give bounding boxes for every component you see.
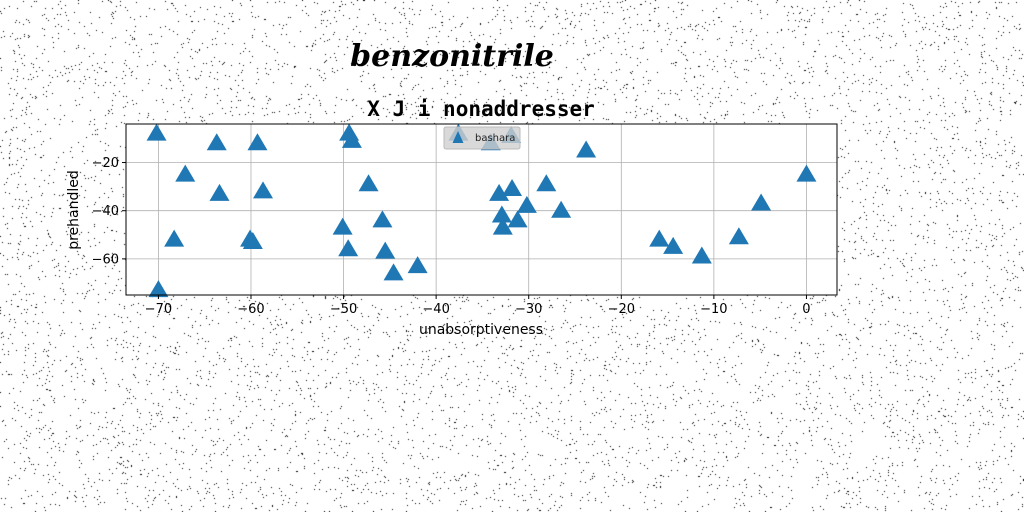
data-point-triangle bbox=[148, 280, 169, 298]
data-point-triangle bbox=[164, 229, 185, 247]
data-point-triangle bbox=[691, 246, 712, 264]
data-point-triangle bbox=[551, 200, 572, 218]
y-tick-label: −40 bbox=[92, 204, 119, 219]
data-point-triangle bbox=[358, 174, 379, 192]
legend-box bbox=[443, 126, 521, 150]
data-point-triangle bbox=[242, 232, 263, 250]
data-point-triangle bbox=[407, 256, 428, 274]
chart-title: X J i nonaddresser bbox=[367, 97, 595, 121]
legend-label: bashara bbox=[475, 133, 515, 144]
x-tick-label: 0 bbox=[802, 302, 810, 317]
plot-area-frame bbox=[125, 123, 838, 296]
data-point-triangle bbox=[751, 193, 772, 211]
figure-suptitle: benzonitrile bbox=[350, 39, 554, 74]
x-tick-label: −20 bbox=[608, 302, 635, 317]
x-tick-label: −70 bbox=[145, 302, 172, 317]
x-tick-label: −50 bbox=[330, 302, 357, 317]
x-tick-label: −30 bbox=[515, 302, 542, 317]
x-axis-label: unabsorptiveness bbox=[419, 322, 543, 338]
axis-ticks: −70 −60 −50 −40 −30 −20 −10 0 −20 −40 −60 bbox=[92, 156, 811, 317]
legend-marker-triangle-icon bbox=[452, 131, 464, 143]
data-point-triangle bbox=[576, 140, 597, 158]
data-point-triangle bbox=[491, 205, 512, 223]
data-point-triangle bbox=[375, 241, 396, 259]
data-point-triangle bbox=[253, 181, 274, 199]
data-point-triangle bbox=[796, 164, 817, 182]
plot-area-background bbox=[126, 124, 837, 295]
data-point-triangle bbox=[209, 183, 230, 201]
data-point-triangle bbox=[146, 123, 167, 141]
data-point-triangle bbox=[338, 239, 359, 257]
data-point-triangle bbox=[507, 210, 528, 228]
data-point-triangle bbox=[728, 227, 749, 245]
data-point-triangle bbox=[383, 263, 404, 281]
data-point-triangle bbox=[489, 183, 510, 201]
data-point-triangle bbox=[206, 133, 227, 151]
y-axis-label: prehandled bbox=[66, 170, 82, 250]
data-point-triangle bbox=[341, 130, 362, 148]
y-tick-label: −60 bbox=[92, 252, 119, 267]
data-point-triangle bbox=[372, 210, 393, 228]
data-point-triangle bbox=[649, 229, 670, 247]
y-tick-label: −20 bbox=[92, 156, 119, 171]
data-point-triangle bbox=[247, 133, 268, 151]
grid-lines bbox=[126, 124, 837, 295]
legend: bashara bbox=[443, 126, 521, 150]
data-point-triangle bbox=[516, 195, 537, 213]
data-point-triangle bbox=[332, 217, 353, 235]
data-point-triangle bbox=[492, 217, 513, 235]
data-point-triangle bbox=[502, 179, 523, 197]
data-point-triangle bbox=[536, 174, 557, 192]
x-tick-label: −10 bbox=[700, 302, 727, 317]
data-point-triangle bbox=[175, 164, 196, 182]
data-point-triangle bbox=[663, 236, 684, 254]
x-tick-label: −60 bbox=[237, 302, 264, 317]
x-tick-label: −40 bbox=[422, 302, 449, 317]
